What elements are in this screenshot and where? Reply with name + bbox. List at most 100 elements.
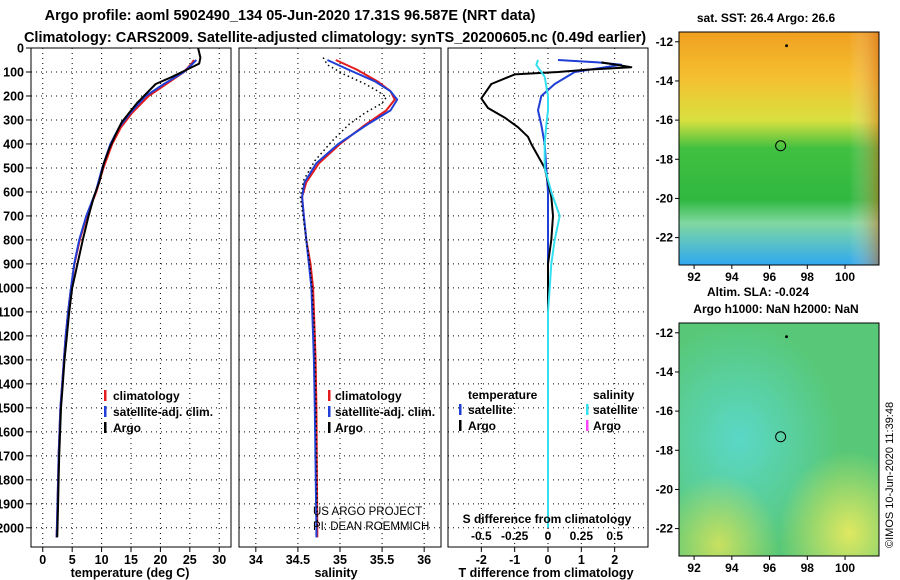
figure-title-line1: Argo profile: aoml 5902490_134 05-Jun-20… [45, 8, 536, 24]
temperature-profile-panel: 0 5 10 15 20 25 30 0 100 200 300 400 500 600 700 800 90… [0, 42, 232, 580]
legend-temperature-heading: temperature [468, 388, 538, 402]
x-tick-label: -1 [509, 553, 520, 567]
depth-tick-label: 600 [3, 185, 24, 199]
difference-x-ticks: -2 -1 0 1 2 [476, 547, 618, 567]
salinity-xlabel: salinity [314, 566, 357, 580]
legend-satellite-swatch [328, 406, 331, 417]
x-tick-label: 5 [69, 553, 76, 567]
map-x-tick-label: 100 [835, 561, 855, 575]
map-y-tick-label: -22 [656, 522, 674, 536]
map-y-tick-label: -14 [656, 74, 674, 88]
credit-project: US ARGO PROJECT [313, 506, 422, 518]
salinity-difference-tick-label: -0.25 [501, 529, 529, 543]
sst-map-ticks: 92 94 96 98 100 -12 -14 -16 -18 -20 -22 [656, 35, 856, 284]
depth-tick-label: 1100 [0, 305, 24, 319]
argo-float-position-marker [775, 431, 787, 443]
x-tick-label: 15 [124, 553, 138, 567]
salinity-difference-ticks: -0.5 -0.25 0 0.25 0.5 [471, 529, 623, 543]
depth-tick-label: 1300 [0, 353, 24, 367]
map-x-tick-label: 96 [763, 561, 777, 575]
depth-tick-label: 1600 [0, 425, 24, 439]
sst-map-title: sat. SST: 26.4 Argo: 26.6 [697, 11, 836, 25]
temperature-plot-frame [30, 47, 232, 548]
island-marker [785, 335, 788, 339]
x-tick-label: 20 [153, 553, 167, 567]
map-x-tick-label: 94 [725, 561, 739, 575]
map-x-tick-label: 96 [763, 270, 777, 284]
sla-map-high-yellow-left [679, 323, 879, 556]
depth-tick-label: 1200 [0, 329, 24, 343]
legend-t-satellite-swatch [459, 404, 462, 415]
figure-title-line2: Climatology: CARS2009. Satellite-adjuste… [24, 30, 646, 46]
legend-satellite-label: satellite-adj. clim. [335, 405, 435, 419]
depth-tick-label: 500 [3, 161, 24, 175]
depth-tick-label: 200 [3, 89, 24, 103]
map-x-tick-label: 98 [801, 270, 815, 284]
salinity-difference-tick-label: -0.5 [471, 529, 492, 543]
map-x-tick-label: 98 [801, 561, 815, 575]
legend-satellite-label: satellite-adj. clim. [113, 405, 213, 419]
legend-t-argo-label: Argo [468, 419, 496, 433]
temperature-grid [31, 47, 231, 547]
series-line-satellite-adj-clim- [301, 59, 399, 538]
temperature-series [55, 47, 202, 538]
map-y-tick-label: -18 [656, 443, 674, 457]
depth-tick-label: 2000 [0, 521, 24, 535]
imos-timestamp: ©IMOS 10-Jun-2020 11:39:48 [884, 402, 896, 548]
depth-tick-label: 100 [3, 65, 24, 79]
sla-map-subtitle: Argo h1000: NaN h2000: NaN [693, 302, 858, 316]
x-tick-label: 10 [95, 553, 109, 567]
legend-t-argo-swatch [459, 420, 462, 431]
x-tick-label: -2 [476, 553, 487, 567]
sla-map-ticks: 92 94 96 98 100 -12 -14 -16 -18 -20 -22 [656, 326, 856, 575]
legend-s-argo-label: Argo [593, 419, 621, 433]
difference-profile-panel: -2 -1 0 1 2 -0.5 -0.25 0 0.25 0.5 S difference f… [447, 47, 649, 580]
map-x-tick-label: 100 [835, 270, 855, 284]
map-y-tick-label: -16 [656, 113, 674, 127]
depth-tick-label: 1800 [0, 473, 24, 487]
x-tick-label: 34 [249, 553, 263, 567]
sla-map-frame [678, 322, 880, 557]
salinity-difference-tick-label: 0.5 [606, 529, 623, 543]
map-y-tick-label: -20 [656, 482, 674, 496]
x-tick-label: 34.5 [286, 553, 310, 567]
salinity-grid [239, 47, 441, 547]
series-line-t-satellite [537, 59, 623, 528]
depth-tick-label: 1500 [0, 401, 24, 415]
depth-tick-label: 800 [3, 233, 24, 247]
legend-t-satellite-label: satellite [468, 403, 513, 417]
depth-ticks: 0 100 200 300 400 500 600 700 800 900 1000 1100 1200… [0, 42, 31, 535]
series-line-satellite-adj-clim- [55, 59, 198, 538]
map-x-tick-label: 92 [687, 561, 701, 575]
sst-map-marks [775, 44, 788, 152]
series-line-climatology [55, 59, 195, 538]
credit-pi: PI: DEAN ROEMMICH [313, 521, 429, 533]
legend-climatology-label: climatology [113, 389, 180, 403]
x-tick-label: 35 [333, 553, 347, 567]
difference-series [480, 59, 633, 528]
x-tick-label: 0 [39, 553, 46, 567]
map-y-tick-label: -20 [656, 191, 674, 205]
legend-argo-label: Argo [113, 421, 141, 435]
map-x-tick-label: 94 [725, 270, 739, 284]
sla-map-title: Altim. SLA: -0.024 [707, 285, 809, 299]
map-y-tick-label: -14 [656, 365, 674, 379]
depth-tick-label: 1000 [0, 281, 24, 295]
island-marker [785, 44, 788, 48]
depth-tick-label: 1900 [0, 497, 24, 511]
depth-tick-label: 400 [3, 137, 24, 151]
legend-climatology-label: climatology [335, 389, 402, 403]
sla-map-panel: Altim. SLA: -0.024 Argo h1000: NaN h2000… [656, 285, 880, 575]
difference-legend: temperature satellite Argo salinity sate… [459, 388, 638, 433]
map-y-tick-label: -12 [656, 326, 674, 340]
series-line-t-argo [480, 61, 633, 528]
legend-salinity-heading: salinity [593, 388, 635, 402]
depth-tick-label: 300 [3, 113, 24, 127]
argo-float-position-marker [775, 140, 787, 152]
sst-map-panel: sat. SST: 26.4 Argo: 26.6 92 94 96 98 100 -12… [656, 11, 880, 284]
salinity-legend: climatology satellite-adj. clim. Argo [328, 389, 435, 435]
x-tick-label: 25 [183, 553, 197, 567]
depth-tick-label: 1400 [0, 377, 24, 391]
map-y-tick-label: -22 [656, 231, 674, 245]
